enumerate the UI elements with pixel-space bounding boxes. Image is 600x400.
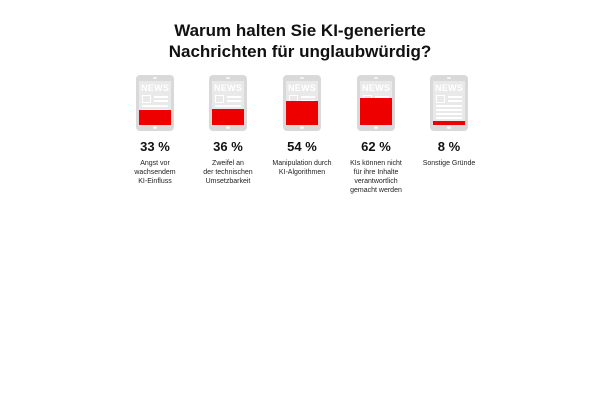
category-label-line: Sonstige Gründe bbox=[422, 160, 476, 167]
chart-item: NEWS 8 % Sonstige Gründe bbox=[409, 75, 489, 168]
tablet-icon: NEWS bbox=[430, 75, 468, 131]
bar-fill bbox=[360, 97, 392, 125]
tablet-camera bbox=[374, 77, 378, 79]
news-text-line bbox=[375, 96, 389, 98]
category-label-line: KIs können nicht bbox=[350, 160, 402, 167]
news-icon-text: NEWS bbox=[214, 83, 243, 93]
category-label-line: KI-Einfluss bbox=[138, 178, 172, 185]
news-text-line bbox=[154, 96, 168, 98]
news-image-icon bbox=[436, 95, 445, 103]
tablet-icon: NEWS bbox=[357, 75, 395, 131]
category-label-line: wachsendem bbox=[134, 169, 176, 176]
news-text-line bbox=[227, 96, 241, 98]
chart-item: NEWS 36 % Zweifel an der technischen Umsetzb… bbox=[188, 75, 268, 186]
tablet-camera bbox=[447, 77, 451, 79]
tablet-camera bbox=[153, 77, 157, 79]
news-text-line bbox=[448, 100, 462, 102]
tablet-home-button bbox=[447, 126, 451, 129]
category-label: Manipulation durch KI-Algorithmen bbox=[262, 159, 342, 177]
category-label-line: Zweifel an bbox=[212, 160, 244, 167]
data-label: 33 % bbox=[140, 139, 170, 154]
tablet-home-button bbox=[153, 126, 157, 129]
tablet-icon: NEWS bbox=[136, 75, 174, 131]
tablet-camera bbox=[226, 77, 230, 79]
news-text-line bbox=[436, 113, 462, 115]
tablet-icon: NEWS bbox=[283, 75, 321, 131]
category-label: Sonstige Gründe bbox=[409, 159, 489, 168]
news-image-icon bbox=[215, 95, 224, 103]
category-label: KIs können nicht für ihre Inhalte verantwo… bbox=[336, 159, 416, 195]
news-text-line bbox=[154, 100, 168, 102]
tablet-home-button bbox=[374, 126, 378, 129]
category-label-line: verantwortlich bbox=[354, 178, 398, 185]
news-text-line bbox=[301, 100, 315, 102]
category-label-line: Manipulation durch bbox=[272, 160, 332, 167]
chart-title: Warum halten Sie KI-generierte Nachricht… bbox=[0, 20, 600, 62]
tablet-icon: NEWS bbox=[209, 75, 247, 131]
tablet-camera bbox=[300, 77, 304, 79]
news-icon-text: NEWS bbox=[288, 83, 317, 93]
news-text-line bbox=[436, 105, 462, 107]
category-label-line: KI-Algorithmen bbox=[278, 169, 326, 176]
tablet-screen: NEWS bbox=[139, 81, 171, 125]
news-image-icon bbox=[142, 95, 151, 103]
news-text-line bbox=[227, 100, 241, 102]
news-text-line bbox=[301, 96, 315, 98]
chart-item: NEWS 54 % Manipulation durch KI-Algorithmen bbox=[262, 75, 342, 177]
news-text-line bbox=[436, 109, 462, 111]
news-text-line bbox=[142, 109, 168, 111]
tablet-screen: NEWS bbox=[360, 81, 392, 125]
tablet-screen: NEWS bbox=[433, 81, 465, 125]
tablet-home-button bbox=[300, 126, 304, 129]
category-label-line: Angst vor bbox=[140, 160, 170, 167]
news-text-line bbox=[436, 117, 462, 119]
tablet-screen: NEWS bbox=[286, 81, 318, 125]
news-text-line bbox=[215, 105, 241, 107]
title-line: Warum halten Sie KI-generierte bbox=[174, 21, 426, 40]
category-label: Zweifel an der technischen Umsetzbarkeit bbox=[188, 159, 268, 186]
data-label: 54 % bbox=[287, 139, 317, 154]
chart-item: NEWS 62 % KIs können nicht für ihre Inhalte… bbox=[336, 75, 416, 195]
chart-item: NEWS 33 % Angst vor wachsendem KI-Einfluss bbox=[115, 75, 195, 186]
data-label: 62 % bbox=[361, 139, 391, 154]
category-label-line: Umsetzbarkeit bbox=[205, 178, 251, 185]
category-label-line: der technischen bbox=[203, 169, 253, 176]
news-text-line bbox=[142, 105, 168, 107]
category-label-line: gemacht werden bbox=[350, 187, 402, 194]
bar-fill bbox=[212, 109, 244, 125]
data-label: 36 % bbox=[213, 139, 243, 154]
category-label-line: für ihre Inhalte bbox=[353, 169, 399, 176]
bar-fill bbox=[433, 121, 465, 125]
bar-fill bbox=[286, 101, 318, 125]
tablet-home-button bbox=[226, 126, 230, 129]
news-icon-text: NEWS bbox=[435, 83, 464, 93]
title-line: Nachrichten für unglaubwürdig? bbox=[168, 42, 432, 61]
news-text-line bbox=[448, 96, 462, 98]
tablet-screen: NEWS bbox=[212, 81, 244, 125]
bar-fill bbox=[139, 110, 171, 125]
data-label: 8 % bbox=[437, 139, 461, 154]
category-label: Angst vor wachsendem KI-Einfluss bbox=[115, 159, 195, 186]
news-icon-text: NEWS bbox=[141, 83, 170, 93]
news-icon-text: NEWS bbox=[362, 83, 391, 93]
